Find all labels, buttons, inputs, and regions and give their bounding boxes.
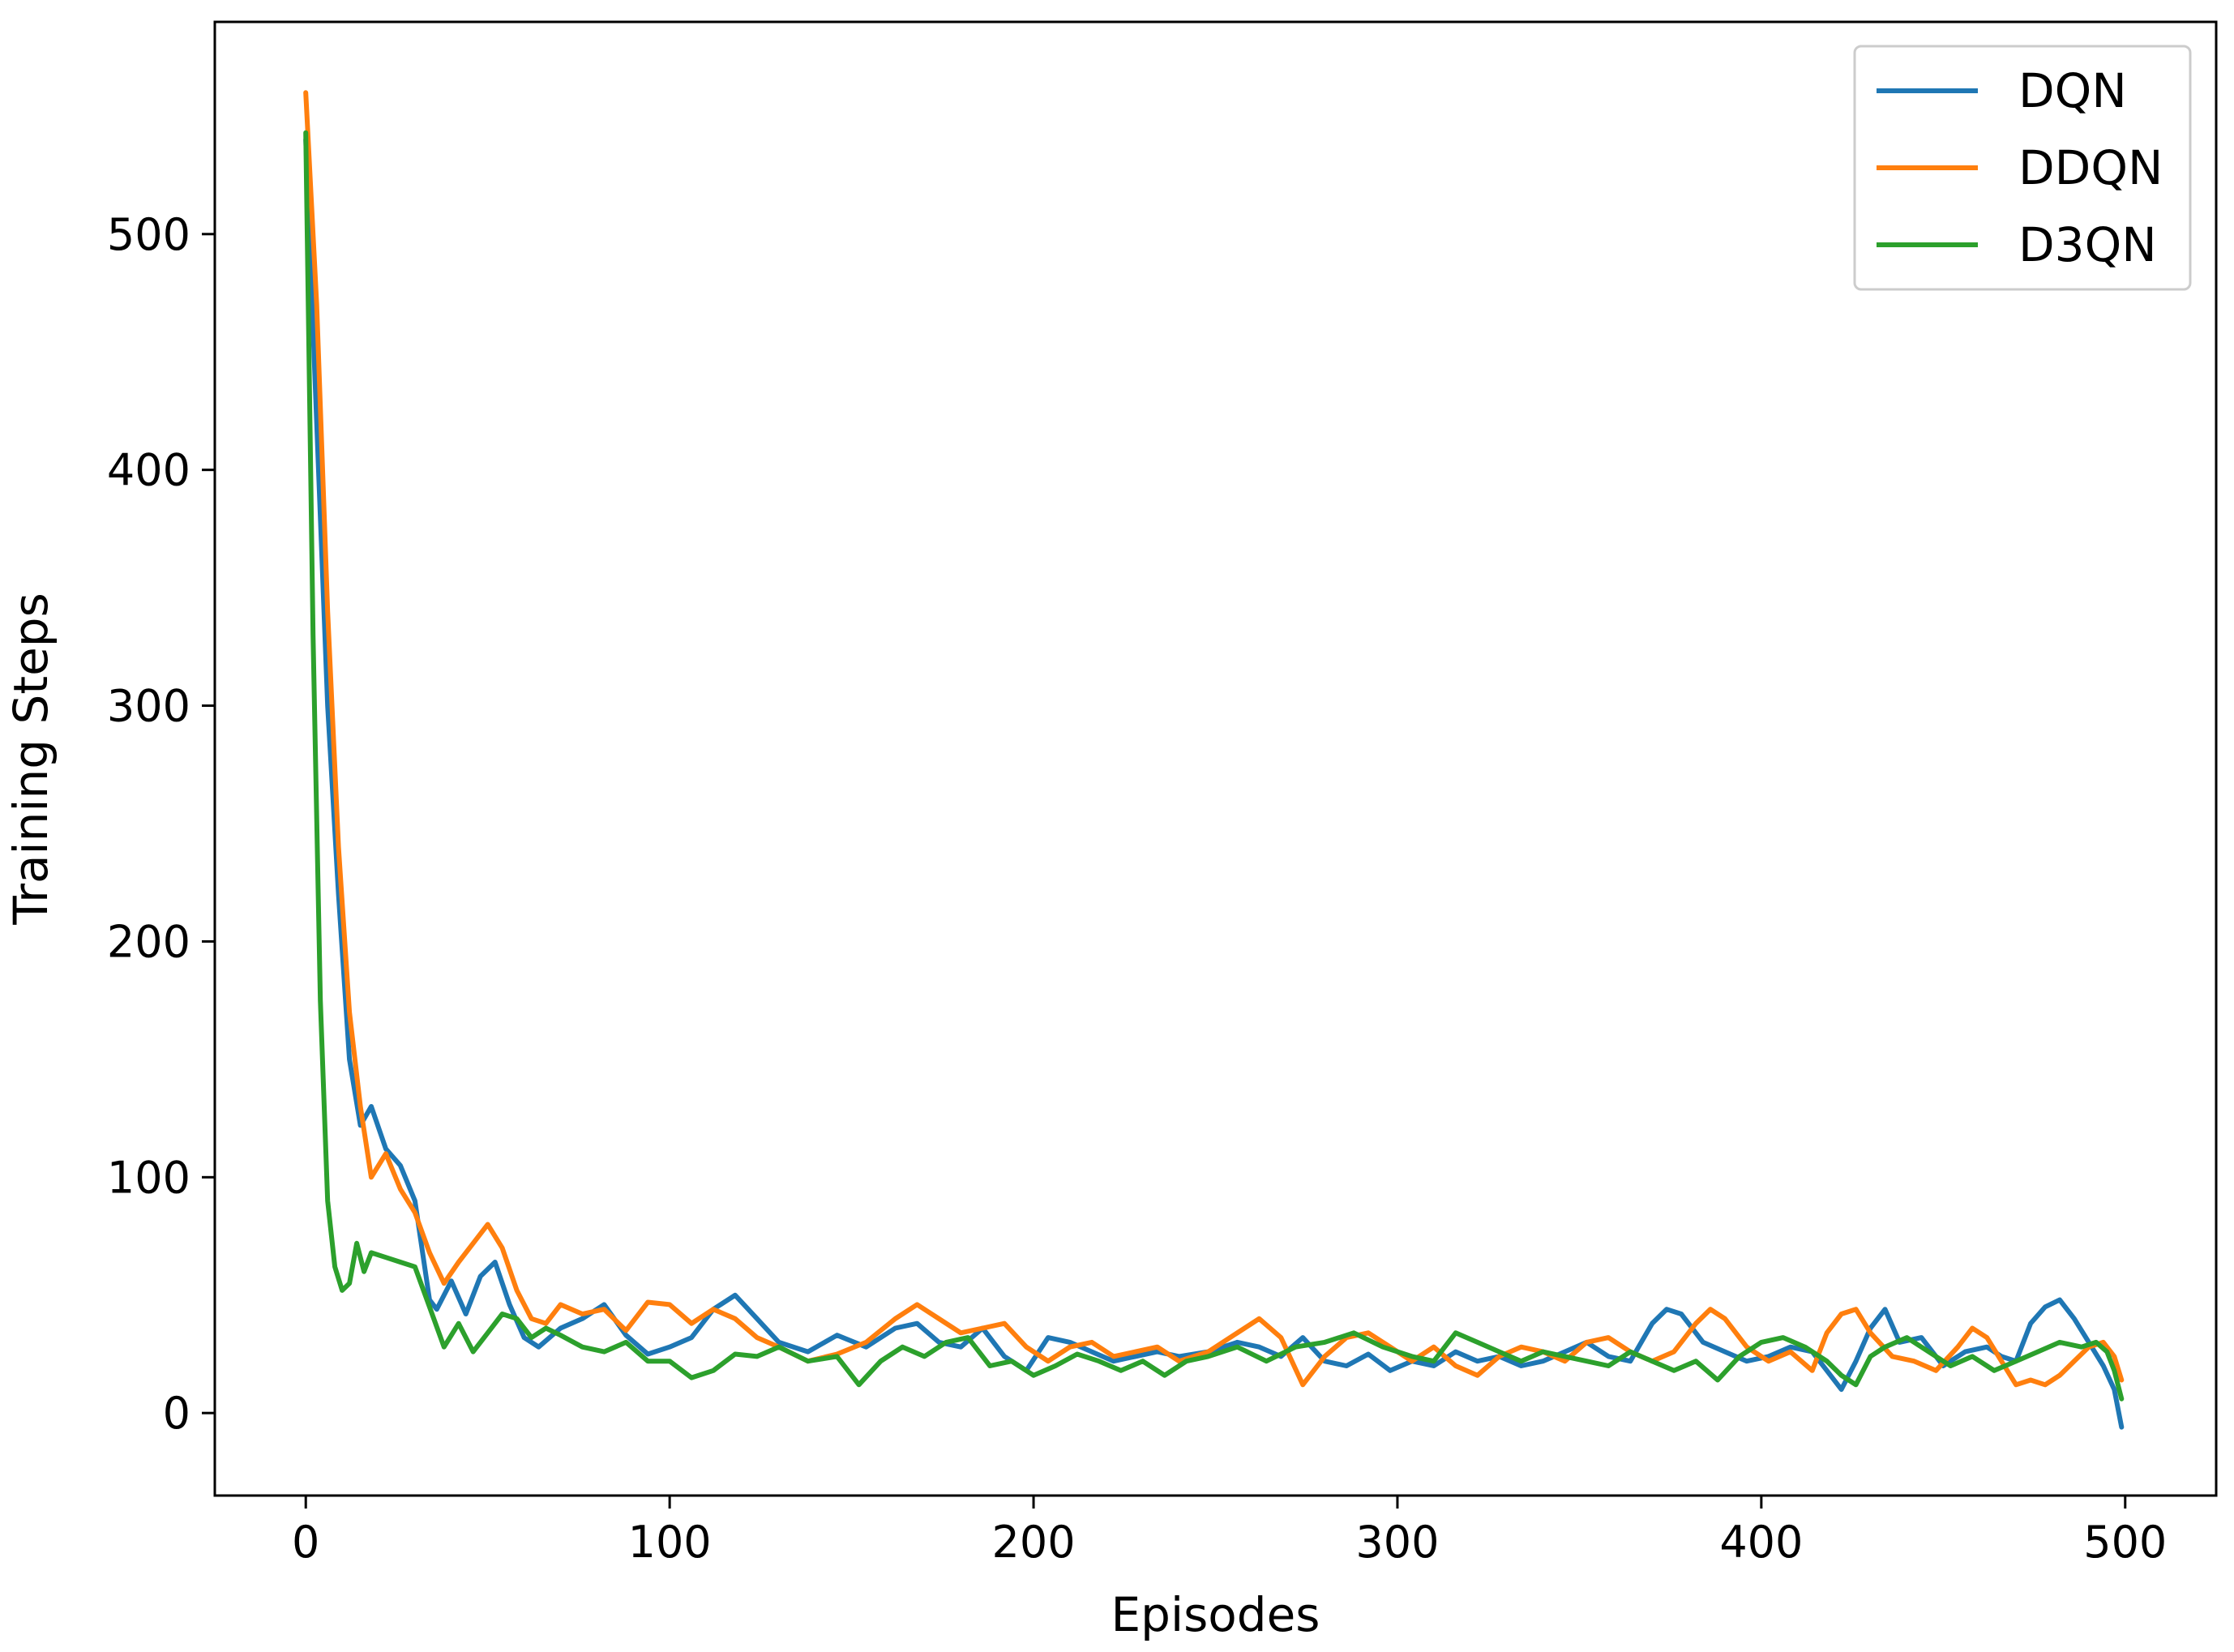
- series-line-dqn: [303, 137, 2125, 1430]
- x-tick-label: 400: [1719, 1517, 1803, 1568]
- x-tick-label: 200: [992, 1517, 1076, 1568]
- x-tick-label: 100: [628, 1517, 712, 1568]
- y-axis-label: Training Steps: [3, 593, 58, 926]
- legend: DQN DDQN D3QN: [1853, 45, 2192, 291]
- x-tick-label: 300: [1355, 1517, 1439, 1568]
- series-group: [303, 90, 2125, 1430]
- y-tick-label: 400: [107, 445, 190, 496]
- legend-box: [1853, 45, 2192, 291]
- y-tick-label: 0: [163, 1388, 190, 1439]
- series-line-ddqn: [303, 90, 2125, 1388]
- plot-frame: [213, 20, 2218, 1497]
- y-tick-label: 300: [107, 681, 190, 732]
- legend-label-dqn: DQN: [2018, 63, 2127, 118]
- x-axis-label: Episodes: [1111, 1587, 1320, 1642]
- y-tick-label: 500: [107, 209, 190, 260]
- legend-label-ddqn: DDQN: [2018, 140, 2163, 195]
- x-tick-label: 500: [2083, 1517, 2167, 1568]
- x-axis-ticks: 0 100 200 300 400 500: [292, 1496, 2167, 1568]
- y-axis-ticks: 0 100 200 300 400 500: [107, 209, 215, 1439]
- legend-label-d3qn: D3QN: [2018, 217, 2157, 272]
- y-tick-label: 200: [107, 916, 190, 967]
- series-line-d3qn: [303, 130, 2125, 1402]
- x-tick-label: 0: [292, 1517, 319, 1568]
- y-tick-label: 100: [107, 1152, 190, 1203]
